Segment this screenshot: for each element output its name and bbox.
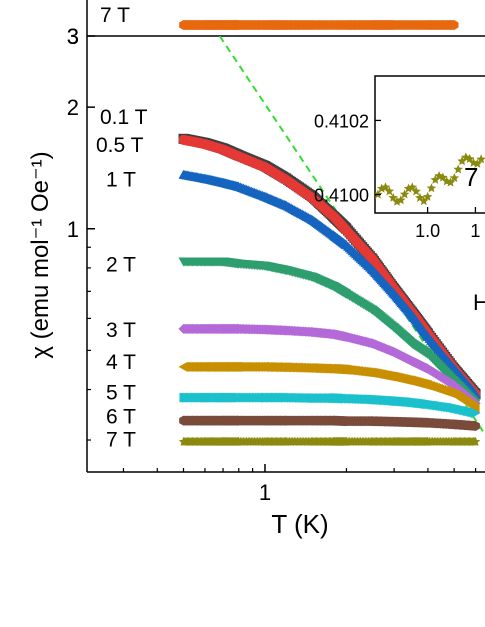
data-point [445,177,456,187]
x-axis-label: T (K) [271,509,328,539]
series-5-T [179,392,481,418]
y-tick-label: 2 [67,95,79,120]
data-point [419,196,429,206]
series-4-T [178,361,480,414]
series-label: 4 T [106,351,136,374]
data-point [407,182,418,192]
series-label: 7 T [106,428,136,451]
top-series-label: 7 T [100,4,130,27]
data-point [438,172,448,182]
data-point [476,154,485,164]
series-7-T [178,436,481,446]
data-point [430,174,441,184]
data-point [457,156,467,166]
series-label: 0.1 T [100,106,148,129]
series-label: 2 T [106,254,136,277]
series-label: 5 T [106,382,136,405]
data-point [472,158,483,168]
inset-y-tick-label: 0.4100 [314,185,369,205]
top-strip-layer [179,20,459,30]
data-point [380,182,391,192]
y-tick-label: 3 [67,24,79,49]
inset-series [375,152,485,206]
data-point [392,196,402,206]
series-label: 6 T [106,405,136,428]
top-y-tick-label: 3 [67,24,79,49]
main-plot-layer [178,36,485,446]
data-point [396,195,406,205]
series-label: 0.5 T [96,134,144,157]
inset-y-tick-label: 0.4102 [314,111,369,131]
data-point [449,173,460,183]
annotation-h: H [473,290,485,315]
series-label: 1 T [106,169,136,192]
y-axis-label: χ (emu mol⁻¹ Oe⁻¹) [27,151,54,358]
data-point [376,183,387,193]
data-point [399,189,410,199]
inset-x-tick-label: 1 [470,221,480,241]
series-6-T [179,415,480,431]
data-point [471,407,481,418]
data-point [411,186,421,196]
inset-layer: 1.0 1 0.4100 0.4102 7 [314,75,485,241]
x-tick-label: 1 [259,480,271,505]
y-tick-label: 1 [67,217,79,242]
data-point [470,436,481,446]
data-point [470,403,480,414]
data-point [422,191,433,201]
inset-x-tick-label: 1.0 [415,221,440,241]
data-point [471,420,480,431]
series-2-T [178,257,481,409]
data-point [426,183,437,193]
inset-label: 7 [464,162,478,192]
data-point [464,154,475,164]
series-label: 3 T [106,319,136,342]
data-point [449,20,459,30]
data-point [384,186,395,196]
series-3-T [178,323,481,409]
data-point [453,164,463,174]
series-1-T [178,169,481,398]
data-point [388,192,398,202]
